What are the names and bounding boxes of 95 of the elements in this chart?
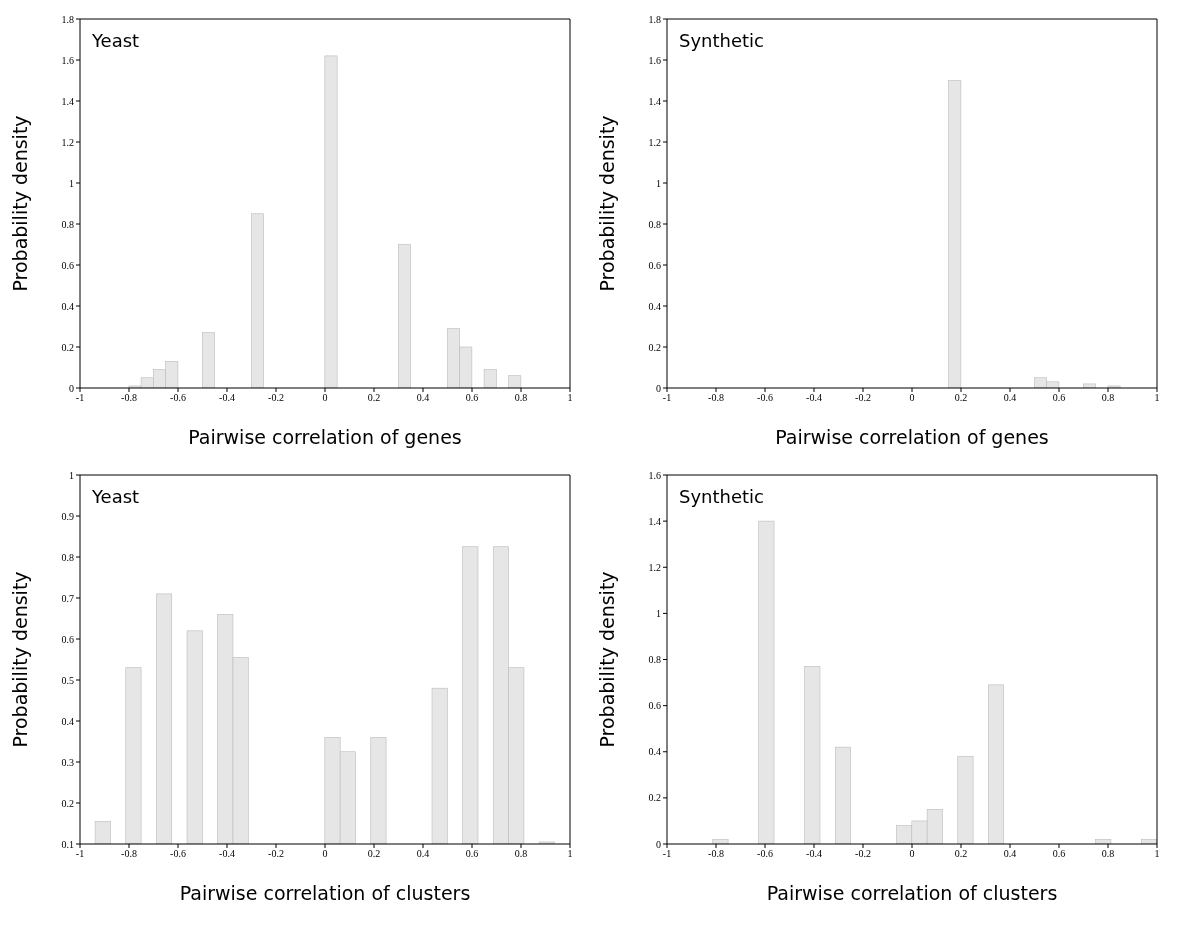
x-tick-label: 0.6 <box>1052 392 1066 404</box>
y-tick-label: 0.6 <box>61 633 74 645</box>
y-axis-title: Probability density <box>8 571 31 748</box>
x-axis-title: Pairwise correlation of clusters <box>179 882 471 904</box>
x-tick-label: -1 <box>75 848 85 860</box>
x-tick-label: -1 <box>662 848 672 860</box>
x-tick-label: 0.4 <box>416 392 430 404</box>
y-tick-label: 0 <box>656 838 661 850</box>
x-tick-label: -0.2 <box>268 848 284 860</box>
y-tick-label: 1.8 <box>61 13 74 25</box>
y-tick-label: 1.6 <box>648 469 661 481</box>
y-tick-label: 0.4 <box>61 715 74 727</box>
x-tick-label: -0.2 <box>268 392 284 404</box>
y-tick-label: 0.6 <box>61 259 74 271</box>
y-tick-label: 0.9 <box>61 510 74 522</box>
x-tick-label: 1 <box>1154 392 1160 404</box>
x-tick-label: -0.4 <box>806 392 822 404</box>
text: Yeast <box>92 486 140 507</box>
x-tick-label: 0.2 <box>954 392 968 404</box>
y-tick-label: 1 <box>69 177 74 189</box>
x-tick-label: 0 <box>322 392 328 404</box>
x-tick-label: 0 <box>322 848 328 860</box>
x-axis-title: Pairwise correlation of genes <box>775 426 1049 448</box>
x-tick-label: 0.4 <box>1003 848 1017 860</box>
x-tick-label: -0.4 <box>219 848 235 860</box>
y-tick-label: 0.6 <box>648 700 661 712</box>
text: Synthetic <box>679 486 764 507</box>
y-axis-title: Probability density <box>595 571 618 748</box>
y-tick-label: 0.4 <box>61 300 74 312</box>
y-axis-title: Probability density <box>595 115 618 292</box>
x-tick-label: 0.8 <box>514 848 528 860</box>
y-tick-label: 1.2 <box>61 136 74 148</box>
y-tick-label: 0.8 <box>61 218 74 230</box>
x-tick-label: -0.6 <box>757 392 773 404</box>
x-tick-label: 0.8 <box>1101 392 1115 404</box>
x-tick-label: 0.2 <box>367 392 381 404</box>
x-tick-label: 0.8 <box>1101 848 1115 860</box>
x-tick-label: 0.4 <box>1003 392 1017 404</box>
x-tick-label: -0.6 <box>170 848 186 860</box>
y-tick-label: 0.3 <box>61 756 74 768</box>
y-tick-label: 1.4 <box>61 95 74 107</box>
y-tick-label: 1.6 <box>648 54 661 66</box>
text: Synthetic <box>679 30 764 51</box>
y-tick-label: 0.2 <box>61 797 74 809</box>
x-tick-label: -1 <box>75 392 85 404</box>
y-tick-label: 1.4 <box>648 95 661 107</box>
y-tick-label: 1.6 <box>61 54 74 66</box>
y-tick-label: 1.4 <box>648 515 661 527</box>
x-tick-label: 1 <box>1154 848 1160 860</box>
x-tick-label: -0.4 <box>219 392 235 404</box>
y-tick-label: 0.2 <box>648 792 661 804</box>
x-tick-label: -0.6 <box>757 848 773 860</box>
x-tick-label: 0.2 <box>367 848 381 860</box>
y-tick-label: 1.2 <box>648 136 661 148</box>
y-tick-label: 1 <box>69 469 74 481</box>
x-tick-label: -0.8 <box>708 392 724 404</box>
y-tick-label: 0.8 <box>61 551 74 563</box>
x-tick-label: -0.6 <box>170 392 186 404</box>
x-tick-label: 0 <box>909 848 915 860</box>
text: Yeast <box>92 30 140 51</box>
x-tick-label: -0.4 <box>806 848 822 860</box>
x-tick-label: 0.6 <box>1052 848 1066 860</box>
x-tick-label: 0.6 <box>465 392 479 404</box>
x-tick-label: -0.8 <box>708 848 724 860</box>
y-tick-label: 0.8 <box>648 654 661 666</box>
x-tick-label: 0.4 <box>416 848 430 860</box>
y-tick-label: 0.7 <box>61 592 74 604</box>
y-tick-label: 0.6 <box>648 259 661 271</box>
y-tick-label: 0 <box>69 382 74 394</box>
y-tick-label: 1.2 <box>648 561 661 573</box>
x-tick-label: 0 <box>909 392 915 404</box>
y-tick-label: 1 <box>656 177 661 189</box>
x-tick-label: 0.2 <box>954 848 968 860</box>
x-tick-label: 1 <box>567 848 573 860</box>
x-tick-label: -0.8 <box>121 848 137 860</box>
y-tick-label: 1 <box>656 607 661 619</box>
y-tick-label: 0.1 <box>61 838 74 850</box>
y-tick-label: 0 <box>656 382 661 394</box>
y-tick-label: 0.2 <box>61 341 74 353</box>
y-tick-label: 0.2 <box>648 341 661 353</box>
x-tick-label: -0.2 <box>855 392 871 404</box>
y-tick-label: 0.4 <box>648 746 661 758</box>
y-tick-label: 1.8 <box>648 13 661 25</box>
x-tick-label: 1 <box>567 392 573 404</box>
x-axis-title: Pairwise correlation of clusters <box>766 882 1058 904</box>
y-tick-label: 0.5 <box>61 674 74 686</box>
y-tick-label: 0.8 <box>648 218 661 230</box>
x-tick-label: -0.2 <box>855 848 871 860</box>
x-tick-label: -0.8 <box>121 392 137 404</box>
x-tick-label: 0.8 <box>514 392 528 404</box>
x-axis-title: Pairwise correlation of genes <box>188 426 462 448</box>
x-tick-label: 0.6 <box>465 848 479 860</box>
x-tick-label: -1 <box>662 392 672 404</box>
y-tick-label: 0.4 <box>648 300 661 312</box>
y-axis-title: Probability density <box>8 115 31 292</box>
